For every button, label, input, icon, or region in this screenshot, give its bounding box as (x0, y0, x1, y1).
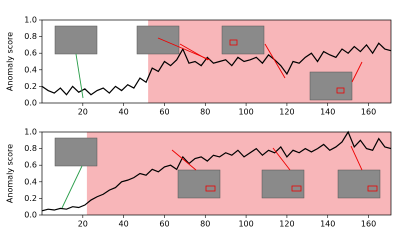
x-tick-label: 140 (320, 108, 335, 117)
y-tick-label: 1.0 (24, 16, 37, 25)
x-tick-label: 20 (78, 108, 88, 117)
thumbnail (177, 169, 221, 199)
x-tick-label: 160 (361, 108, 376, 117)
anomaly-box (336, 87, 345, 94)
x-tick-label: 100 (238, 220, 253, 229)
y-tick-label: 0.6 (24, 161, 37, 170)
x-tick-label: 120 (279, 220, 294, 229)
y-tick-label: 0.4 (24, 177, 37, 186)
y-tick-label: 0.8 (24, 32, 37, 41)
arrow (264, 43, 286, 79)
anomaly-box (229, 39, 238, 46)
x-tick-label: 80 (200, 108, 210, 117)
arrow (272, 147, 291, 171)
y-tick-label: 0.2 (24, 82, 37, 91)
x-tick-label: 80 (200, 220, 210, 229)
y-tick-label: 0.6 (24, 49, 37, 58)
thumbnail (337, 169, 381, 199)
anomaly-box (205, 185, 216, 192)
thumbnail (136, 25, 180, 55)
y-tick-label: 0.4 (24, 65, 37, 74)
x-tick-label: 20 (78, 220, 88, 229)
thumbnail (221, 25, 265, 55)
plot-frame (41, 131, 392, 216)
thumbnails (54, 25, 381, 209)
x-tick-label: 40 (119, 108, 129, 117)
anomaly-box (291, 185, 302, 192)
y-tick-label: 0.8 (24, 144, 37, 153)
x-tick-label: 60 (159, 108, 169, 117)
y-axis-label: Anomaly score (6, 144, 15, 203)
line (41, 42, 392, 96)
thumbnail (309, 71, 353, 101)
arrow (350, 145, 363, 171)
arrow (351, 61, 363, 83)
x-tick-label: 120 (279, 108, 294, 117)
y-tick-label: 0.0 (24, 211, 37, 220)
arrow (75, 53, 84, 99)
y-axis-label: Anomaly score (6, 32, 15, 91)
x-tick-label: 160 (361, 220, 376, 229)
y-tick-label: 1.0 (24, 128, 37, 137)
anomaly-region (148, 20, 391, 103)
x-tick-label: 40 (119, 220, 129, 229)
x-tick-label: 140 (320, 220, 335, 229)
line (41, 130, 392, 212)
anomaly-box (367, 185, 378, 192)
arrow (179, 43, 209, 61)
y-tick-label: 0.2 (24, 194, 37, 203)
thumbnail (54, 25, 98, 55)
x-tick-label: 60 (159, 220, 169, 229)
plot-frame (41, 19, 392, 104)
x-tick-label: 100 (238, 108, 253, 117)
thumbnail (54, 137, 98, 167)
arrow (61, 165, 83, 209)
arrow (171, 149, 197, 171)
y-tick-label: 0.0 (24, 99, 37, 108)
thumbnail (261, 169, 305, 199)
